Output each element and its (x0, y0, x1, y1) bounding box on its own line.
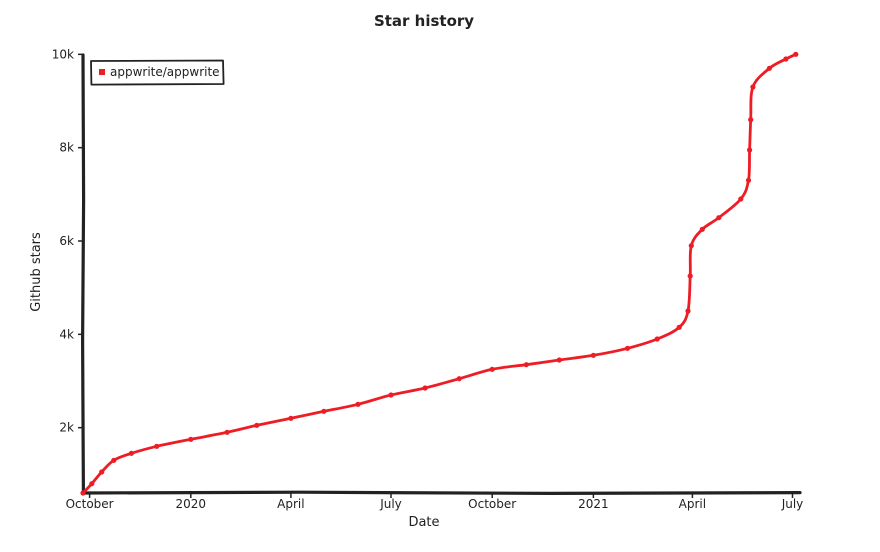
data-point (355, 401, 361, 407)
data-point (745, 177, 752, 183)
data-point (716, 215, 722, 221)
data-point (254, 422, 260, 428)
x-tick-label: 2021 (578, 497, 609, 511)
data-point (687, 273, 693, 279)
data-point (556, 357, 562, 363)
data-point (224, 429, 230, 435)
y-ticks: 2k 4k 6k 8k 10k (52, 47, 83, 435)
x-tick-label: April (679, 497, 706, 511)
data-point (783, 56, 789, 62)
data-point (676, 324, 682, 330)
y-axis-line (80, 53, 86, 495)
legend-swatch (99, 69, 105, 75)
data-point (188, 436, 194, 442)
data-point (793, 51, 799, 57)
y-tick-label: 6k (59, 234, 74, 248)
data-point (766, 65, 773, 71)
data-point (456, 376, 462, 382)
legend-box (90, 59, 225, 86)
data-point (750, 84, 756, 90)
x-tick-label: July (379, 497, 402, 511)
data-point (288, 415, 294, 421)
data-point (738, 196, 744, 202)
x-tick-label: October (66, 497, 114, 511)
data-point (590, 352, 597, 358)
series-line-appwrite (81, 52, 798, 495)
data-point (747, 147, 753, 153)
x-tick-label: April (277, 497, 304, 511)
data-point (99, 469, 105, 475)
series-layer (80, 51, 799, 496)
y-axis-label: Github stars (29, 232, 44, 312)
x-axis-line (81, 490, 802, 496)
x-axis-label: Date (408, 515, 439, 530)
x-ticks: October 2020 April July October 2021 April July (66, 493, 804, 511)
y-tick-label: 8k (59, 141, 74, 155)
data-point (388, 392, 394, 398)
data-point (321, 408, 327, 414)
legend: appwrite/appwrite (90, 59, 225, 86)
data-point (422, 385, 428, 391)
legend-entry-appwrite: appwrite/appwrite (110, 65, 220, 79)
x-tick-label: 2020 (176, 497, 207, 511)
data-point (654, 336, 660, 342)
data-point (685, 308, 691, 314)
data-point (699, 226, 705, 232)
data-point (111, 457, 117, 463)
x-tick-label: July (781, 497, 804, 511)
data-point (489, 366, 495, 372)
y-tick-label: 10k (52, 47, 74, 61)
data-point (523, 362, 529, 368)
data-point (624, 345, 631, 351)
y-tick-label: 2k (59, 421, 74, 435)
data-point (128, 450, 134, 456)
y-tick-label: 4k (59, 327, 74, 341)
chart-title: Star history (374, 12, 474, 30)
data-point (154, 443, 160, 449)
data-point (748, 117, 754, 123)
data-point (688, 243, 694, 249)
data-point (80, 490, 86, 496)
data-point (89, 481, 95, 487)
x-tick-label: October (468, 497, 516, 511)
axes (80, 53, 802, 496)
